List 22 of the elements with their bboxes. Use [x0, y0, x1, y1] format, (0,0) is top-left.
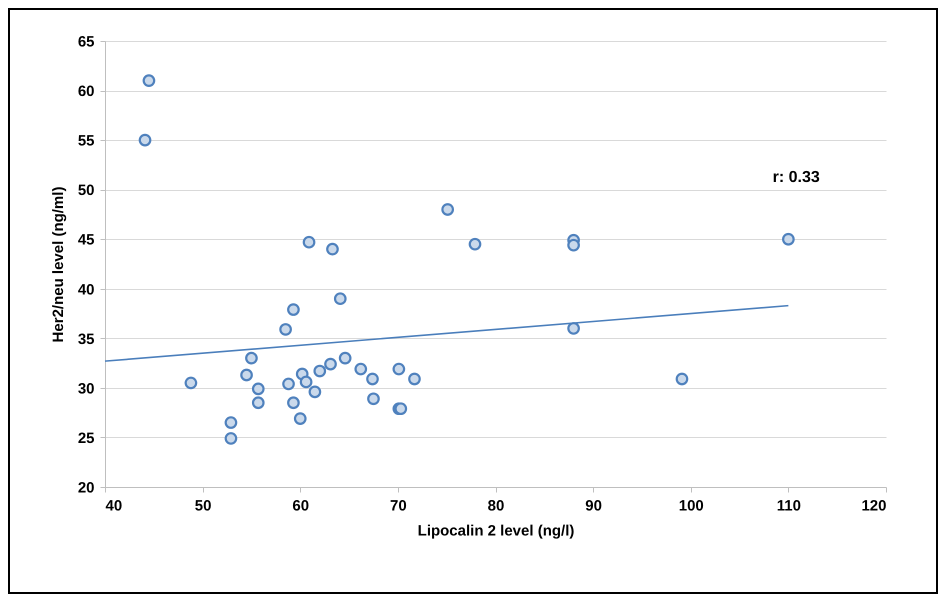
y-tick-label: 55	[78, 132, 94, 150]
y-tick-label: 25	[78, 430, 94, 447]
x-tick-label: 70	[390, 498, 407, 514]
x-tick-label: 120	[861, 498, 886, 514]
y-tick-label: 40	[78, 281, 94, 298]
x-tick-label: 80	[488, 498, 504, 514]
y-tick-label: 45	[78, 232, 94, 249]
x-tick-label: 50	[194, 498, 212, 514]
x-tick-label: 40	[106, 498, 122, 514]
x-tick-label: 110	[776, 498, 801, 514]
y-tick-label: 50	[78, 182, 94, 200]
x-tick-label: 100	[678, 498, 704, 514]
y-tick-label: 30	[78, 380, 94, 398]
y-axis-title: Her2/neu level (ng/ml)	[50, 186, 67, 342]
y-tick-label: 65	[78, 34, 94, 50]
x-tick-label: 60	[292, 498, 310, 514]
annotation: r: 0.33	[772, 169, 820, 186]
y-tick-label: 20	[78, 480, 94, 496]
y-tick-label: 60	[78, 83, 94, 100]
y-tick-label: 35	[78, 330, 94, 348]
x-axis-title: Lipocalin 2 level (ng/l)	[418, 522, 574, 540]
x-tick-label: 90	[585, 498, 602, 514]
